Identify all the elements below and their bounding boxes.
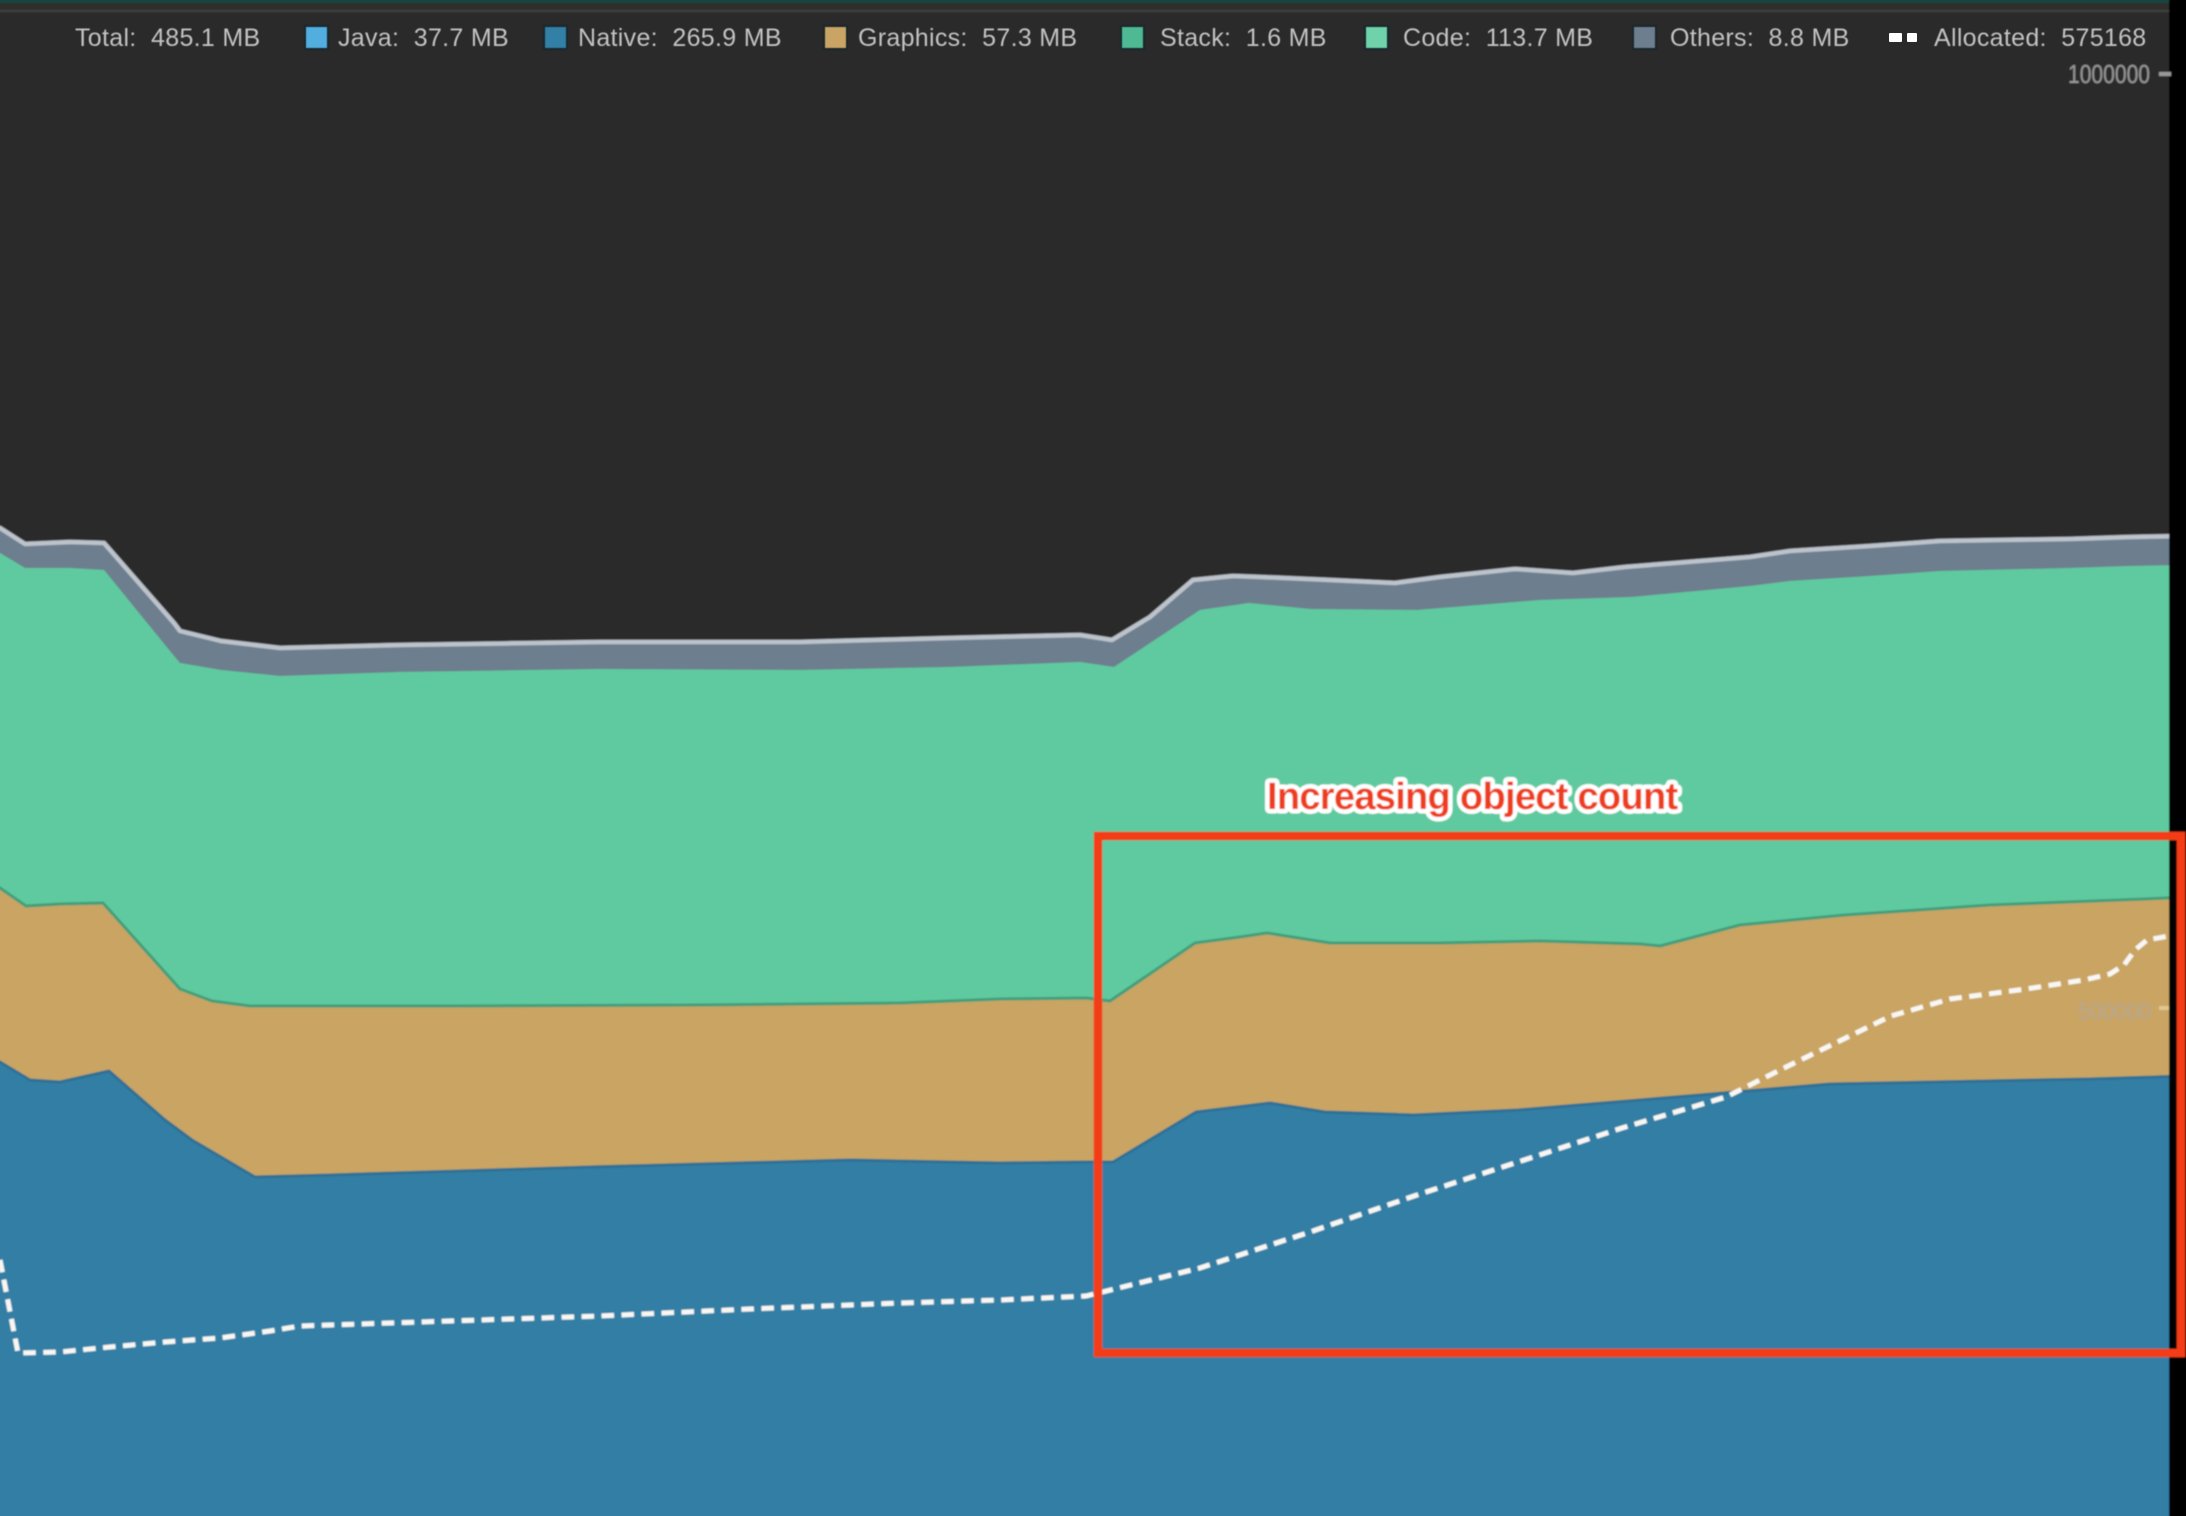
svg-text:500000: 500000 — [2078, 998, 2151, 1024]
svg-text:Increasing object count: Increasing object count — [1267, 776, 1678, 818]
svg-text:1000000: 1000000 — [2068, 59, 2150, 89]
